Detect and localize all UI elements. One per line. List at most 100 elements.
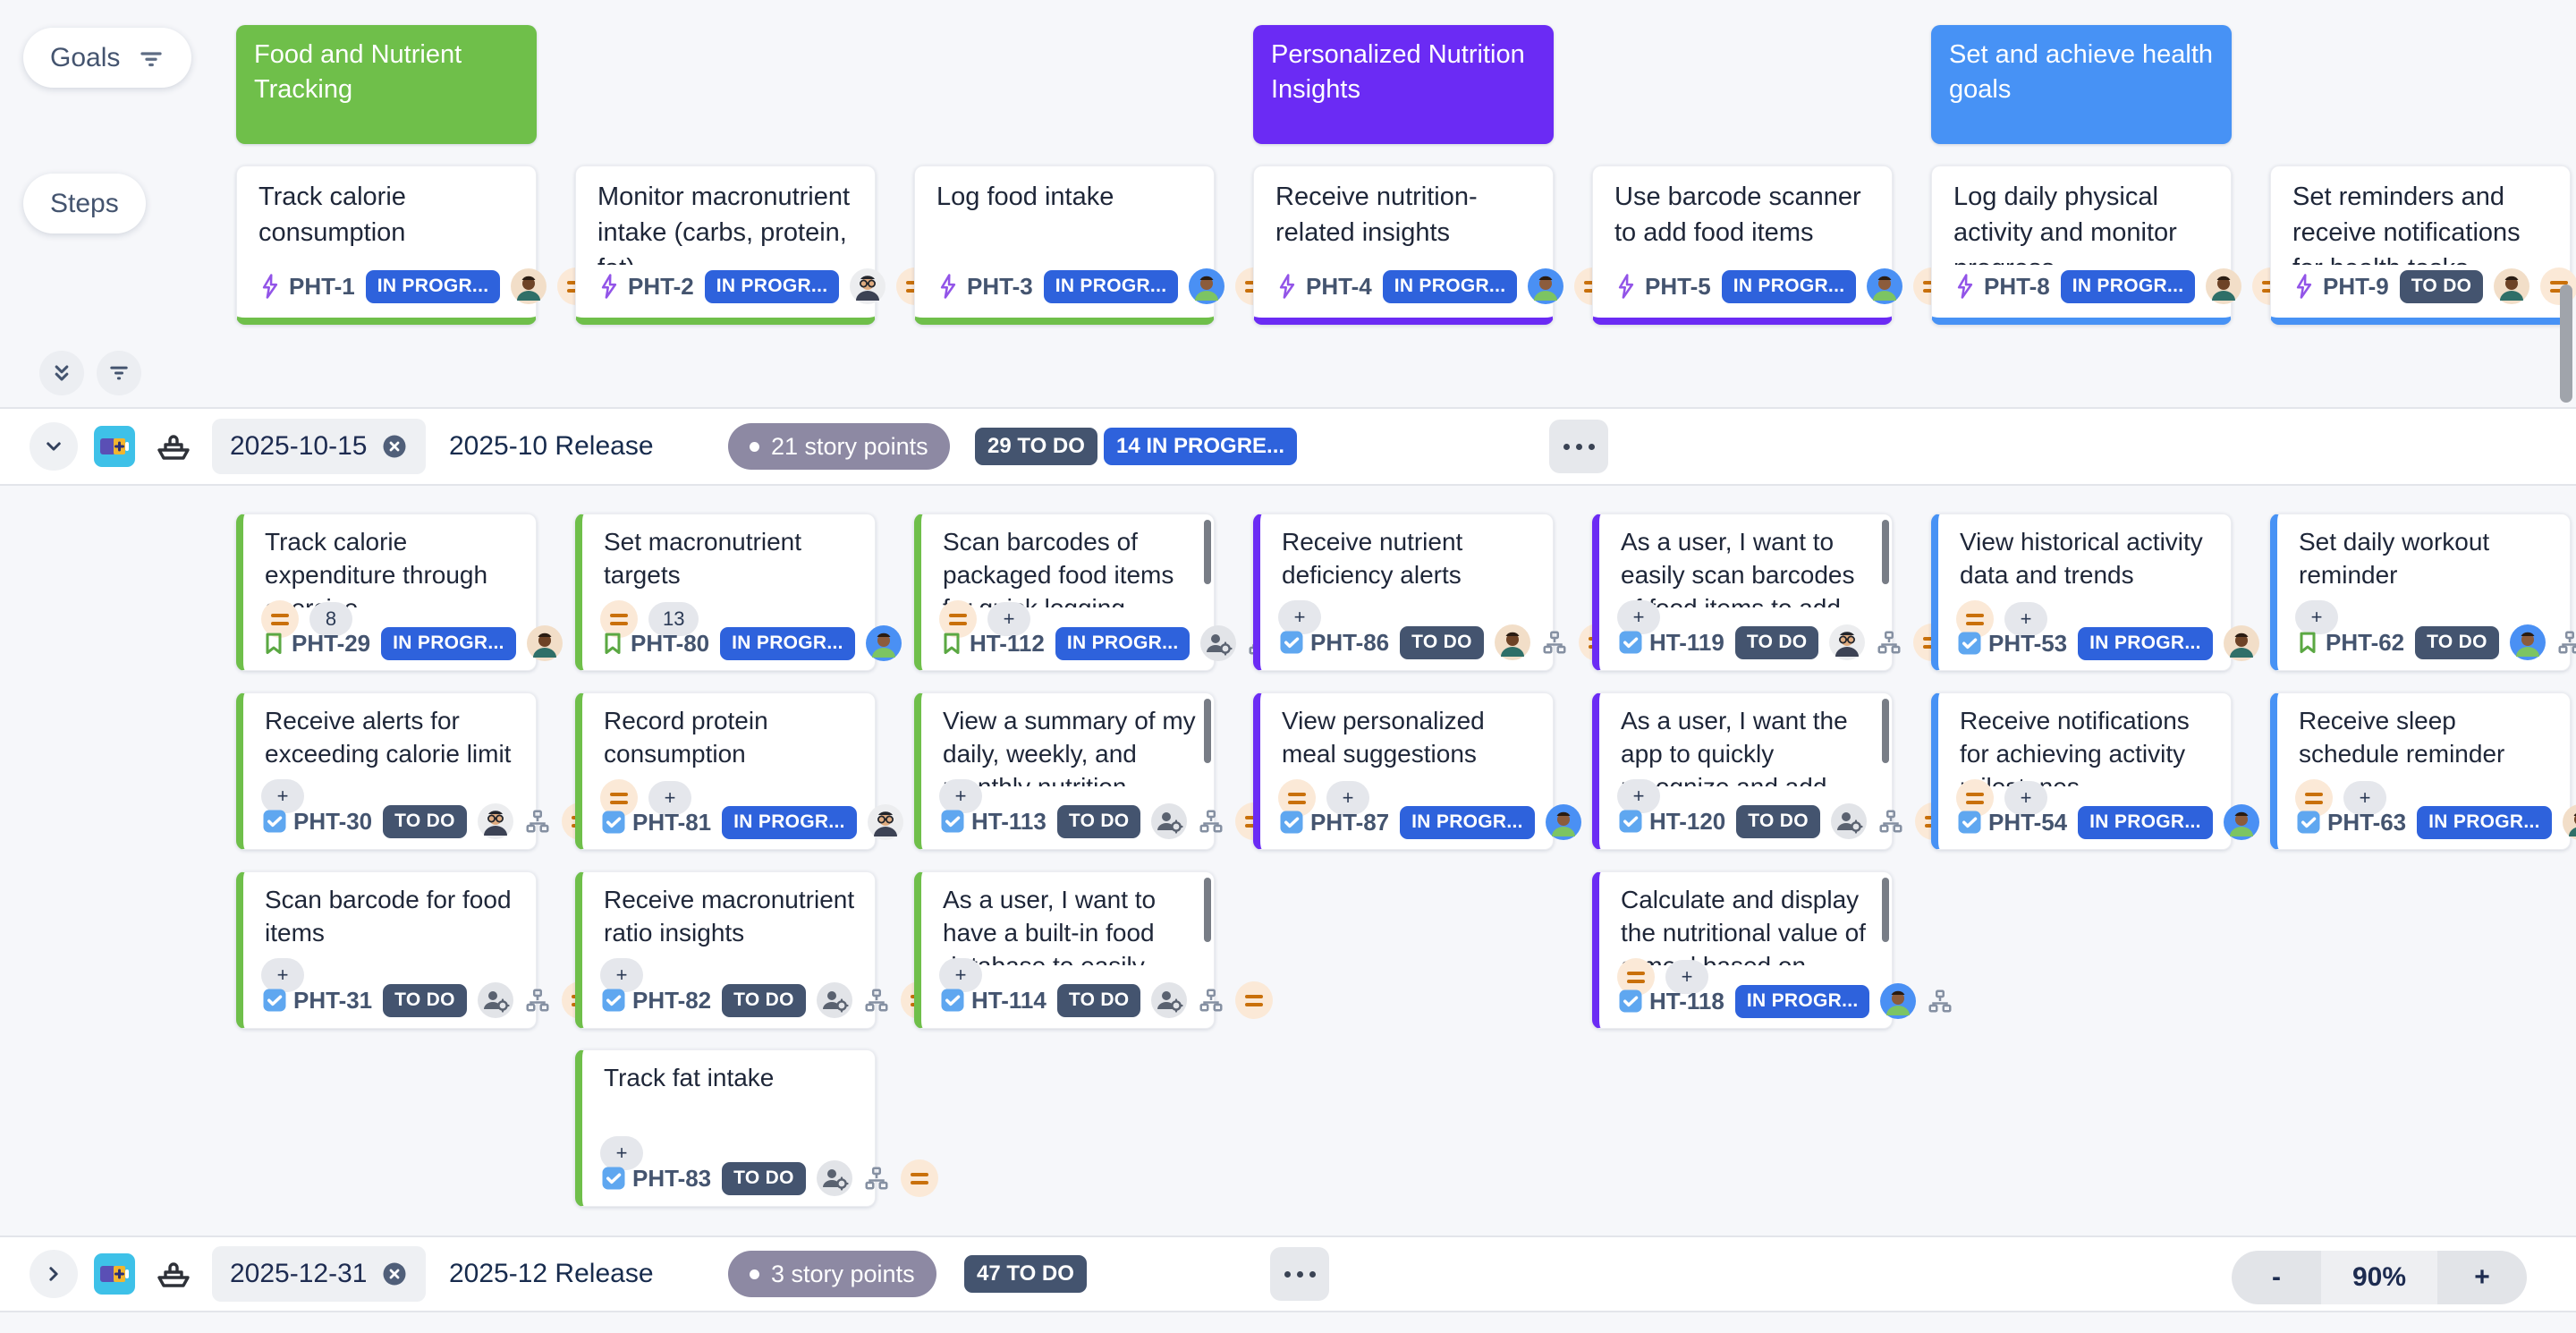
step-card[interactable]: Use barcode scanner to add food items PHT… [1592, 166, 1952, 325]
story-card[interactable]: As a user, I want to have a built-in foo… [914, 871, 1274, 1029]
sprint-more-button[interactable] [1270, 1247, 1329, 1301]
zoom-in-button[interactable]: + [2437, 1251, 2527, 1304]
story-card[interactable]: Set macronutrient targets 13 PHT-80 IN PROG… [575, 514, 937, 671]
story-card[interactable]: Record protein consumption + PHT-81 IN PROG… [575, 692, 939, 850]
story-icon [2295, 630, 2320, 655]
sprint-row-2025-10: 2025-10-15 2025-10 Release 21 story poin… [0, 407, 2576, 486]
subtasks-icon [1877, 808, 1904, 835]
issue-key: PHT-82 [632, 986, 712, 1014]
goal-card[interactable]: Food and Nutrient Tracking [236, 25, 537, 144]
status-badge: IN PROGR... [1734, 984, 1870, 1018]
story-card[interactable]: Receive macronutrient ratio insights + PHT… [575, 871, 938, 1029]
story-icon [261, 631, 286, 656]
avatar [867, 804, 903, 840]
priority-medium-icon [1956, 779, 1994, 817]
step-card[interactable]: Log daily physical activity and monitor … [1931, 166, 2291, 325]
story-points-badge[interactable]: + [1617, 600, 1660, 634]
collapse-all-button[interactable] [39, 351, 84, 395]
sprint-more-button[interactable] [1549, 420, 1608, 473]
step-card[interactable]: Monitor macronutrient intake (carbs, pro… [575, 166, 935, 325]
steps-rail-button[interactable]: Steps [23, 174, 146, 233]
story-card[interactable]: Track calorie expenditure through exerci… [236, 514, 598, 671]
story-points-badge[interactable]: + [2004, 602, 2047, 636]
sprint-date-chip[interactable]: 2025-12-31 [212, 1246, 427, 1302]
step-card-footer: PHT-9 TO DO [2291, 267, 2576, 305]
story-card[interactable]: Receive nutrient deficiency alerts + PHT-8… [1253, 514, 1616, 671]
story-points-badge[interactable]: + [600, 1136, 643, 1170]
story-points-badge[interactable]: + [2004, 781, 2047, 815]
story-card[interactable]: Track fat intake + PHT-83 TO DO [575, 1049, 938, 1207]
issue-key: HT-112 [970, 629, 1045, 657]
story-points-badge[interactable]: + [600, 958, 643, 992]
story-card[interactable]: View historical activity data and trends… [1931, 514, 2295, 671]
card-scrollbar[interactable] [1882, 699, 1889, 763]
story-points-badge[interactable]: + [987, 602, 1030, 636]
story-card-title: Scan barcode for food items [265, 886, 512, 947]
story-card[interactable]: Receive notifications for achieving acti… [1931, 692, 2295, 850]
card-scrollbar[interactable] [1882, 878, 1889, 942]
story-points-badge[interactable]: + [261, 779, 304, 813]
task-icon [261, 808, 288, 835]
status-badge: TO DO [2415, 625, 2499, 659]
story-card-title: Record protein consumption [604, 707, 768, 768]
story-points-badge[interactable]: + [1278, 600, 1321, 634]
sprint-collapse-button[interactable] [30, 422, 78, 471]
story-card[interactable]: View personalized meal suggestions + PHT-8… [1253, 692, 1617, 850]
story-card-footer: PHT-31 TO DO [261, 981, 599, 1019]
priority-medium-icon [1617, 958, 1655, 996]
card-scrollbar[interactable] [1204, 699, 1211, 763]
story-points-badge[interactable]: + [2295, 600, 2338, 634]
story-card[interactable]: As a user, I want to easily scan barcode… [1592, 514, 1952, 671]
epic-icon [2291, 273, 2318, 300]
sprint-expand-button[interactable] [30, 1250, 78, 1298]
story-points-badge[interactable]: + [1665, 960, 1708, 994]
goal-card[interactable]: Set and achieve health goals [1931, 25, 2232, 144]
avatar [1545, 804, 1581, 840]
story-card[interactable]: Receive sleep schedule reminder + PHT-63 IN… [2270, 692, 2576, 850]
story-card[interactable]: Calculate and display the nutritional va… [1592, 871, 1952, 1029]
story-card-title: View a summary of my daily, weekly, and … [943, 707, 1196, 786]
story-card-estimate-row: + [1956, 600, 2047, 638]
story-points-badge[interactable]: + [1326, 781, 1369, 815]
story-card[interactable]: View a summary of my daily, weekly, and … [914, 692, 1274, 850]
goal-card[interactable]: Personalized Nutrition Insights [1253, 25, 1554, 144]
story-card[interactable]: As a user, I want the app to quickly rec… [1592, 692, 1953, 850]
story-card[interactable]: Set daily workout reminder + PHT-62 TO DO [2270, 514, 2576, 671]
story-points-badge[interactable]: + [2343, 781, 2386, 815]
goals-rail-button[interactable]: Goals [23, 28, 192, 88]
task-icon [1956, 630, 1983, 657]
step-card[interactable]: Track calorie consumption PHT-1 IN PROGR..… [236, 166, 596, 325]
story-card-footer: HT-113 TO DO [939, 802, 1274, 840]
step-card[interactable]: Log food intake PHT-3 IN PROGR... [914, 166, 1274, 325]
sprint-date-chip[interactable]: 2025-10-15 [212, 419, 427, 474]
story-card[interactable]: Scan barcodes of packaged food items for… [914, 514, 1272, 671]
story-card[interactable]: Scan barcode for food items + PHT-31 TO DO [236, 871, 599, 1029]
card-scrollbar[interactable] [1204, 520, 1211, 584]
assign-user-icon [816, 982, 852, 1018]
story-card[interactable]: Receive alerts for exceeding calorie lim… [236, 692, 599, 850]
vertical-scrollbar[interactable] [2560, 284, 2572, 403]
status-badge: TO DO [722, 983, 806, 1017]
step-card[interactable]: Receive nutrition-related insights PHT-4 I… [1253, 166, 1613, 325]
story-points-badge[interactable]: + [648, 781, 691, 815]
clear-date-button[interactable] [381, 1261, 408, 1287]
step-card[interactable]: Set reminders and receive notifications … [2270, 166, 2576, 325]
card-scrollbar[interactable] [1882, 520, 1889, 584]
story-card-title: As a user, I want to have a built-in foo… [943, 886, 1157, 965]
board-filter-button[interactable] [97, 351, 141, 395]
card-scrollbar[interactable] [1204, 878, 1211, 942]
clear-date-button[interactable] [381, 433, 408, 460]
zoom-out-button[interactable]: - [2232, 1251, 2321, 1304]
story-points-badge[interactable]: + [939, 779, 982, 813]
story-points-badge[interactable]: + [939, 958, 982, 992]
story-card-title: Scan barcodes of packaged food items for… [943, 528, 1174, 607]
story-points-badge[interactable]: 8 [309, 602, 352, 636]
story-points-badge[interactable]: + [261, 958, 304, 992]
story-points-badge[interactable]: 13 [648, 602, 699, 636]
story-points-badge[interactable]: + [1617, 779, 1660, 813]
step-title: Log food intake [936, 183, 1114, 211]
status-badge: TO DO [383, 804, 467, 838]
subtasks-icon [1198, 808, 1224, 835]
story-card-footer: HT-120 TO DO [1617, 802, 1953, 840]
story-card-title: As a user, I want the app to quickly rec… [1621, 707, 1848, 786]
